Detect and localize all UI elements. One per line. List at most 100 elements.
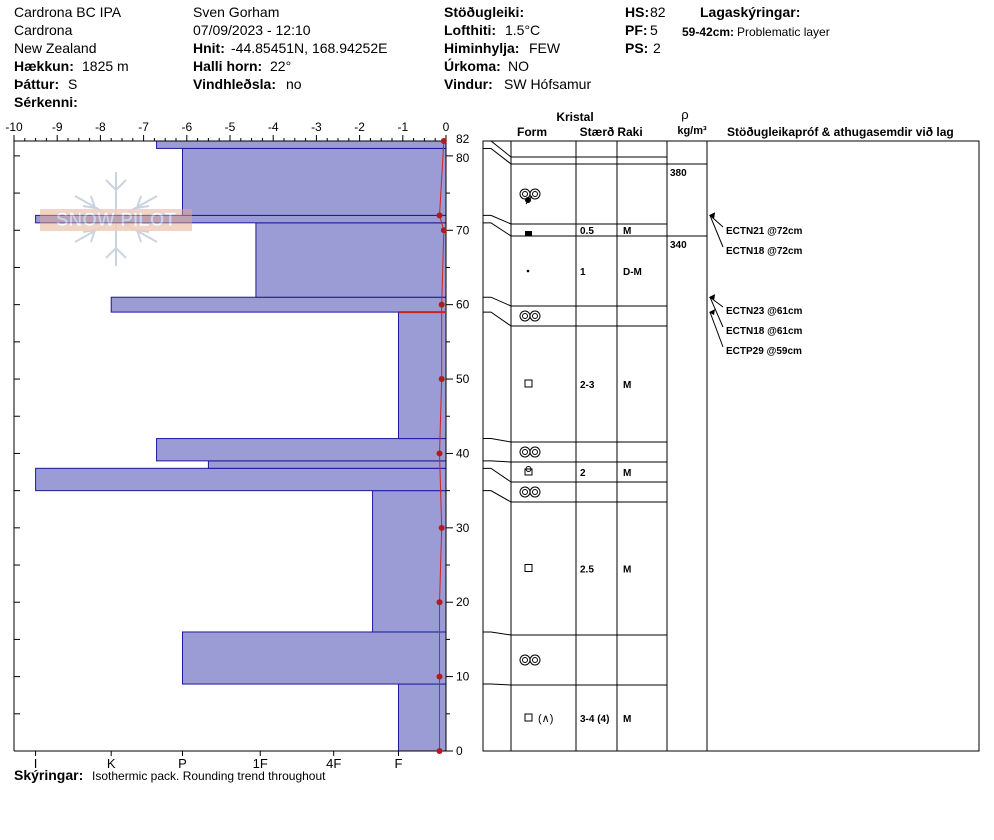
wind-value: SW Hófsamur (504, 76, 592, 92)
rounded-grain-icon (519, 310, 531, 322)
watermark-text: SNOW PILOT (56, 210, 177, 231)
layer-connector (483, 311, 512, 327)
faceted-grain-icon (524, 379, 533, 388)
temp-tick-label: -8 (95, 120, 106, 134)
hardness-bar (110, 296, 447, 313)
hardness-bar (255, 222, 447, 298)
temperature-point (440, 227, 447, 234)
snow-pilot-watermark: SNOW PILOT (40, 172, 192, 266)
test-pointer (709, 215, 724, 228)
faceted-rounded-icon (524, 468, 533, 476)
melt-freeze-icon (526, 269, 530, 273)
elevation-value: 1825 m (82, 58, 129, 74)
layer-size: 1 (580, 267, 586, 278)
slope-value: 22° (270, 58, 292, 74)
stability-test-label: ECTP29 @59cm (726, 346, 802, 357)
rounded-grain-icon (529, 486, 541, 498)
height-tick-label: 30 (456, 521, 470, 535)
observation-datetime: 07/09/2023 - 12:10 (193, 22, 311, 38)
aspect-value: S (68, 76, 78, 92)
layer-size: 2-3 (580, 380, 595, 391)
temperature-point (438, 301, 445, 308)
hardness-bar (156, 140, 447, 149)
layer-size: 2 (580, 468, 586, 479)
height-tick-label: 10 (456, 670, 470, 684)
temp-tick-label: 0 (443, 120, 450, 134)
air-temp-label: Lofthiti: (444, 22, 497, 38)
stability-test-label: ECTN21 @72cm (726, 226, 803, 237)
depth-hoar-icon: (∧) (538, 713, 553, 725)
height-tick-label: 70 (456, 223, 470, 237)
temperature-point (436, 599, 443, 606)
hardness-tick-label: 4F (326, 756, 341, 771)
area-name: Cardrona (14, 22, 73, 38)
sky-label: Himinhylja: (444, 40, 520, 56)
test-arrowhead (709, 294, 715, 301)
layer-connector (483, 460, 512, 463)
density-unit: kg/m³ (677, 125, 707, 137)
watermark-banner (40, 209, 192, 231)
temperature-point (436, 450, 443, 457)
melt-form-icon (525, 195, 533, 205)
elevation-label: Hækkun: (14, 58, 74, 74)
density-value: 380 (670, 168, 687, 179)
layer-moisture: M (623, 468, 631, 479)
layer-moisture: M (623, 714, 631, 725)
height-tick-label: 82 (456, 132, 470, 146)
form-header: Form (517, 125, 547, 139)
notes-label: Skýringar: (14, 767, 84, 783)
rounded-grain-icon (522, 191, 528, 197)
size-header: Stærð (580, 125, 615, 139)
layer-moisture: D-M (623, 267, 642, 278)
ps-label: PS: (625, 40, 649, 56)
stability-test-label: ECTN18 @61cm (726, 326, 803, 337)
temp-tick-label: -1 (397, 120, 408, 134)
test-pointer (709, 297, 724, 328)
temp-tick-label: -5 (225, 120, 236, 134)
stability-test-label: ECTN18 @72cm (726, 246, 803, 257)
layer-connector (483, 147, 512, 165)
faceted-grain-icon (524, 564, 533, 572)
temp-tick-label: -9 (52, 120, 63, 134)
ice-layer-icon (525, 231, 532, 236)
height-tick-label: 50 (456, 372, 470, 386)
country-name: New Zealand (14, 40, 97, 56)
rounded-grain-icon (522, 489, 528, 495)
temp-tick-label: -4 (268, 120, 279, 134)
hardness-tick-label: F (395, 756, 403, 771)
layer-note-text: Problematic layer (737, 25, 830, 39)
layer-connector (483, 683, 512, 686)
test-pointer (709, 215, 724, 248)
layer-connector (483, 296, 512, 307)
temp-tick-label: -7 (138, 120, 149, 134)
ps-value: 2 (653, 40, 661, 56)
temperature-line (439, 140, 445, 751)
height-tick-label: 20 (456, 595, 470, 609)
temperature-point (436, 673, 443, 680)
left-axes: -10 -9 -8 -7 -6 -5 -4 -3 -2 -1 0I K P 1F 4F F0102030405… (5, 120, 469, 771)
test-arrowhead (709, 212, 715, 219)
hardness-layers (35, 140, 447, 752)
temp-tick-label: -2 (354, 120, 365, 134)
slope-label: Halli horn: (193, 58, 263, 74)
hardness-bar (397, 311, 447, 440)
layer-moisture: M (623, 226, 631, 237)
temperature-point (440, 138, 447, 144)
observer-name: Sven Gorham (193, 4, 280, 20)
pf-label: PF: (625, 22, 648, 38)
rounded-grain-icon (532, 313, 538, 319)
table-frame (482, 140, 980, 752)
rounded-grain-icon (532, 191, 538, 197)
hs-value: 82 (650, 4, 666, 20)
layer-table: Kristal Form Stærð Raki ρ kg/m³ Stöðugleikapró… (482, 107, 980, 752)
height-tick-label: 80 (456, 151, 470, 165)
layer-connector (483, 214, 512, 225)
wind-loading-label: Vindhleðsla: (193, 76, 276, 92)
temp-tick-label: -6 (181, 120, 192, 134)
rounded-grain-icon (532, 657, 538, 663)
rounded-grain-icon (532, 449, 538, 455)
layer-size: 3-4 (4) (580, 714, 609, 725)
hs-label: HS: (625, 4, 650, 20)
rounded-grain-icon (519, 486, 531, 498)
layer-moisture: M (623, 380, 631, 391)
